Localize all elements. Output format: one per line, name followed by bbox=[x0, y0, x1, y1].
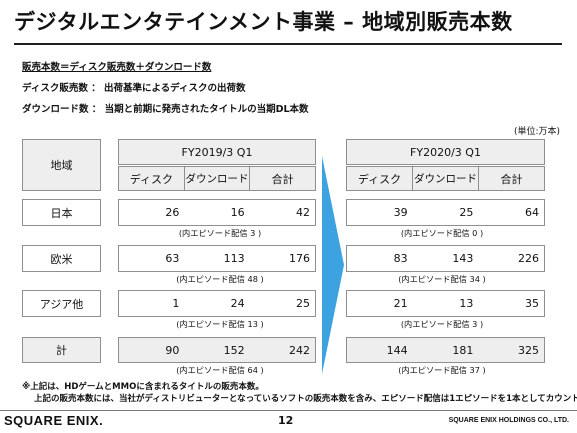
region-label: アジア他 bbox=[39, 297, 84, 311]
value-download: 152 bbox=[223, 343, 245, 357]
fy2020-episode-note: (内エピソード配信 0 ) bbox=[400, 228, 484, 238]
value-total: 35 bbox=[525, 297, 540, 310]
footnote-detail: 上記の販売本数には、当社がディストリビューターとなっているソフトの販売本数を含み… bbox=[34, 394, 577, 404]
column-total: 合計 bbox=[500, 172, 523, 186]
fy2019-row-asia: 1 24 25 bbox=[118, 290, 316, 317]
fy2019-row-total: 90 152 242 bbox=[118, 337, 316, 363]
note-definition: 販売本数＝ディスク販売数＋ダウンロード数 bbox=[22, 62, 212, 73]
value-download: 16 bbox=[230, 206, 245, 219]
column-divider bbox=[478, 167, 479, 190]
value-total: 176 bbox=[288, 252, 310, 265]
region-cell-japan: 日本 bbox=[22, 199, 101, 226]
value-download: 13 bbox=[459, 297, 474, 310]
value-disc: 90 bbox=[165, 343, 180, 357]
page-title: デジタルエンタテインメント事業 – 地域別販売本数 bbox=[14, 10, 513, 34]
value-total: 42 bbox=[295, 206, 310, 219]
fy2019-episode-note: (内エピソード配信 3 ) bbox=[178, 228, 262, 238]
fy2020-row-asia: 21 13 35 bbox=[346, 290, 545, 317]
value-download: 181 bbox=[452, 343, 474, 357]
value-disc: 1 bbox=[172, 297, 180, 310]
region-cell-total: 計 bbox=[22, 337, 101, 363]
value-total: 325 bbox=[518, 343, 540, 357]
value-total: 242 bbox=[288, 343, 310, 357]
note-download: ダウンロード数 ： 当期と前期に発売されたタイトルの当期DL本数 bbox=[22, 104, 309, 115]
title-divider bbox=[14, 43, 562, 45]
column-download: ダウンロード bbox=[185, 173, 249, 185]
fy2020-row-west: 83 143 226 bbox=[346, 245, 545, 272]
region-label: 日本 bbox=[50, 206, 73, 220]
column-disc: ディスク bbox=[357, 172, 402, 186]
value-disc: 39 bbox=[393, 206, 408, 219]
column-divider bbox=[249, 167, 251, 190]
column-divider bbox=[412, 167, 413, 190]
fy2020-period-label: FY2020/3 Q1 bbox=[410, 145, 481, 159]
value-download: 113 bbox=[223, 252, 245, 265]
fy2020-episode-note: (内エピソード配信 37 ) bbox=[398, 365, 486, 375]
value-total: 25 bbox=[295, 297, 310, 310]
unit-label: (単位:万本) bbox=[513, 127, 560, 137]
value-download: 24 bbox=[230, 297, 245, 310]
fy2020-row-total: 144 181 325 bbox=[346, 337, 545, 363]
company-name: SQUARE ENIX HOLDINGS CO., LTD. bbox=[448, 417, 569, 424]
region-cell-west: 欧米 bbox=[22, 245, 101, 272]
column-download: ダウンロード bbox=[414, 173, 477, 185]
value-disc: 144 bbox=[386, 343, 408, 357]
company-logo: SQUARE ENIX. bbox=[4, 413, 104, 428]
column-total: 合計 bbox=[271, 172, 294, 186]
fy2020-column-header: ディスク ダウンロード 合計 bbox=[346, 166, 545, 191]
value-download: 25 bbox=[459, 206, 474, 219]
footnote-scope: ※上記は、HDゲームとMMOに含まれるタイトルの販売本数。 bbox=[22, 382, 264, 392]
fy2020-row-japan: 39 25 64 bbox=[346, 199, 545, 226]
fy2019-episode-note: (内エピソード配信 64 ) bbox=[176, 365, 264, 375]
page-number: 12 bbox=[278, 414, 294, 427]
region-header-label: 地域 bbox=[50, 159, 73, 172]
value-disc: 26 bbox=[165, 206, 180, 219]
column-divider bbox=[183, 167, 185, 190]
region-cell-asia: アジア他 bbox=[22, 290, 101, 317]
column-disc: ディスク bbox=[129, 172, 173, 186]
transition-arrow-icon bbox=[322, 156, 344, 374]
region-label: 計 bbox=[56, 344, 67, 357]
fy2019-period-label: FY2019/3 Q1 bbox=[181, 145, 253, 159]
note-disc: ディスク販売数 ： 出荷基準によるディスクの出荷数 bbox=[22, 83, 246, 94]
value-disc: 63 bbox=[165, 252, 180, 265]
value-disc: 21 bbox=[393, 297, 408, 310]
fy2019-column-header: ディスク ダウンロード 合計 bbox=[118, 166, 316, 191]
footer-divider bbox=[0, 410, 577, 411]
fy2019-period-header: FY2019/3 Q1 bbox=[118, 139, 316, 165]
fy2019-episode-note: (内エピソード配信 13 ) bbox=[176, 319, 264, 329]
region-label: 欧米 bbox=[50, 252, 73, 266]
region-header: 地域 bbox=[22, 139, 101, 191]
value-total: 64 bbox=[525, 206, 540, 219]
value-total: 226 bbox=[518, 252, 540, 265]
fy2020-period-header: FY2020/3 Q1 bbox=[346, 139, 545, 165]
fy2019-episode-note: (内エピソード配信 48 ) bbox=[176, 274, 264, 284]
fy2019-row-japan: 26 16 42 bbox=[118, 199, 316, 226]
value-disc: 83 bbox=[393, 252, 408, 265]
fy2020-episode-note: (内エピソード配信 34 ) bbox=[398, 274, 486, 284]
value-download: 143 bbox=[452, 252, 474, 265]
fy2020-episode-note: (内エピソード配信 3 ) bbox=[400, 319, 484, 329]
fy2019-row-west: 63 113 176 bbox=[118, 245, 316, 272]
